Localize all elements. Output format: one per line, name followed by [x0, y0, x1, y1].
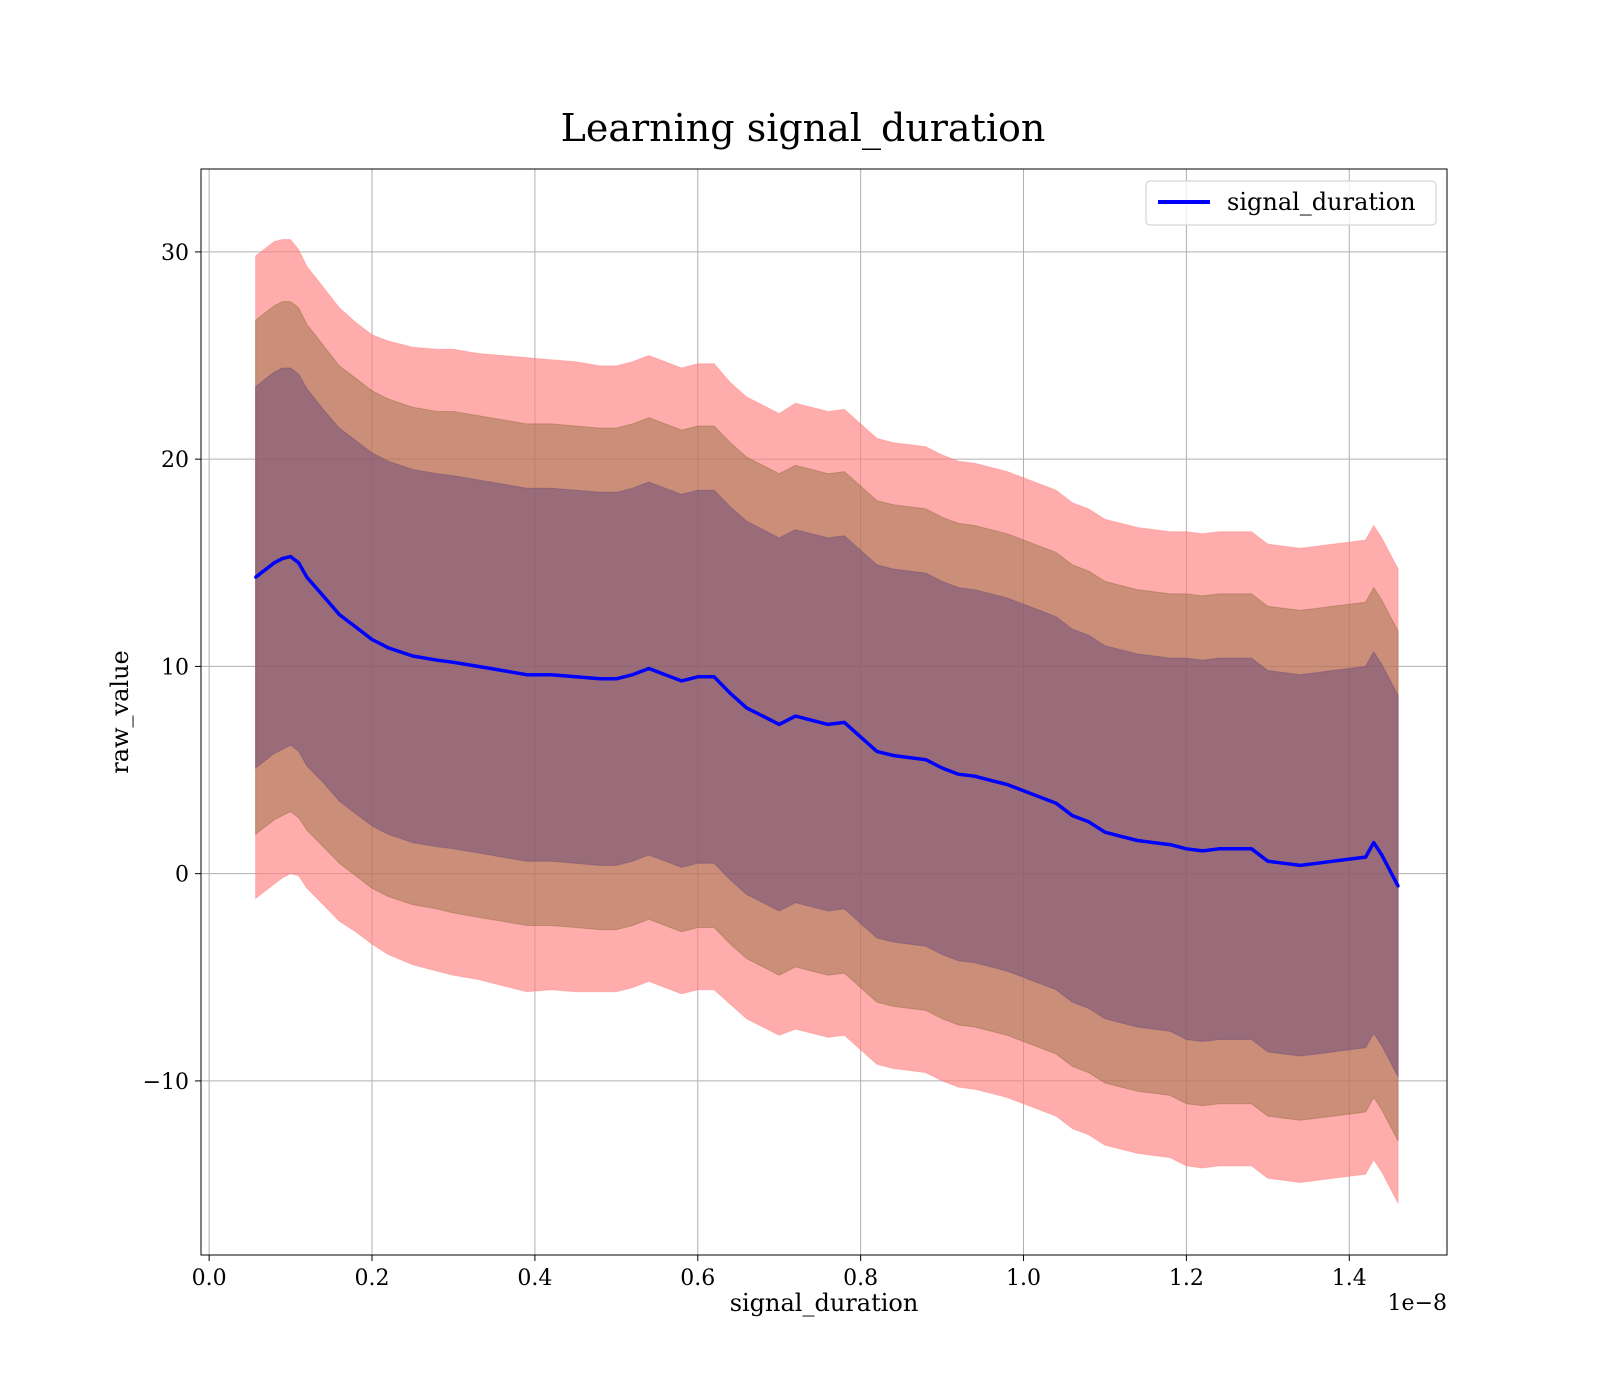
- data-point-60: [1250, 847, 1254, 851]
- data-point-32: [793, 714, 797, 718]
- data-point-51: [1103, 830, 1107, 834]
- data-point-36: [859, 735, 863, 739]
- data-point-4: [289, 555, 293, 559]
- data-point-14: [451, 660, 455, 664]
- data-point-37: [875, 749, 879, 753]
- data-point-5: [297, 561, 301, 565]
- data-point-21: [614, 677, 618, 681]
- data-point-63: [1298, 863, 1302, 867]
- data-point-68: [1372, 841, 1376, 845]
- x-tick-label-3: 0.6: [680, 1266, 715, 1291]
- data-point-39: [908, 756, 912, 760]
- data-point-53: [1136, 838, 1140, 842]
- data-point-27: [712, 675, 716, 679]
- data-point-22: [631, 673, 635, 677]
- data-point-69: [1380, 853, 1384, 857]
- y-tick-label-0: −10: [143, 1070, 189, 1095]
- data-point-50: [1087, 820, 1091, 824]
- y-tick-label-3: 20: [161, 448, 189, 473]
- data-point-13: [435, 658, 439, 662]
- data-point-24: [663, 673, 667, 677]
- data-point-20: [598, 677, 602, 681]
- data-point-49: [1070, 814, 1074, 818]
- data-point-10: [370, 637, 374, 641]
- y-axis-label: raw_value: [106, 650, 134, 774]
- data-point-0: [254, 575, 258, 579]
- data-point-45: [1005, 783, 1009, 787]
- data-point-17: [525, 673, 529, 677]
- data-point-47: [1038, 795, 1042, 799]
- data-point-28: [728, 691, 732, 695]
- y-tick-label-1: 0: [175, 863, 189, 888]
- data-point-15: [476, 664, 480, 668]
- data-point-38: [891, 754, 895, 758]
- data-point-7: [321, 594, 325, 598]
- data-point-56: [1184, 847, 1188, 851]
- chart-title: Learning signal_duration: [561, 106, 1046, 151]
- data-point-59: [1233, 847, 1237, 851]
- data-point-66: [1347, 857, 1351, 861]
- data-point-44: [989, 778, 993, 782]
- legend-box: [1145, 180, 1437, 226]
- data-point-8: [337, 613, 341, 617]
- data-point-16: [500, 669, 504, 673]
- data-point-33: [810, 718, 814, 722]
- data-point-70: [1396, 884, 1400, 888]
- data-point-67: [1364, 855, 1368, 859]
- data-point-19: [574, 675, 578, 679]
- data-point-41: [940, 766, 944, 770]
- data-point-25: [679, 679, 683, 683]
- line-layer: [254, 554, 1400, 888]
- x-axis-ticks: 0.0 0.2 0.4 0.6 0.8 1.0 1.2 1.4: [192, 1255, 1367, 1291]
- data-point-65: [1331, 859, 1335, 863]
- y-axis-ticks: −10 0 10 20 30: [143, 241, 201, 1095]
- x-axis-label: signal_duration: [730, 1289, 919, 1317]
- data-point-12: [411, 654, 415, 658]
- x-tick-label-7: 1.4: [1332, 1266, 1367, 1291]
- data-point-40: [924, 758, 928, 762]
- data-point-3: [280, 557, 284, 561]
- data-point-29: [745, 706, 749, 710]
- y-tick-label-4: 30: [161, 241, 189, 266]
- data-point-54: [1152, 841, 1156, 845]
- data-point-55: [1168, 843, 1172, 847]
- data-point-34: [826, 722, 830, 726]
- data-point-62: [1282, 861, 1286, 865]
- x-axis-offset-text: 1e−8: [1388, 1291, 1447, 1316]
- data-point-64: [1315, 861, 1319, 865]
- data-point-43: [973, 774, 977, 778]
- data-point-61: [1266, 859, 1270, 863]
- data-point-48: [1054, 801, 1058, 805]
- data-point-1: [264, 567, 268, 571]
- x-tick-label-4: 0.8: [843, 1266, 878, 1291]
- data-point-57: [1201, 849, 1205, 853]
- data-point-35: [842, 720, 846, 724]
- data-point-9: [354, 625, 358, 629]
- plot-frame: [200, 168, 1448, 1256]
- x-tick-label-2: 0.4: [517, 1266, 552, 1291]
- x-tick-label-6: 1.2: [1169, 1266, 1204, 1291]
- data-point-18: [549, 673, 553, 677]
- data-point-58: [1217, 847, 1221, 851]
- legend: signal_duration: [1145, 180, 1437, 226]
- data-point-26: [696, 675, 700, 679]
- legend-label: signal_duration: [1227, 188, 1416, 216]
- data-point-2: [272, 561, 276, 565]
- data-point-6: [305, 575, 309, 579]
- data-point-52: [1119, 834, 1123, 838]
- x-tick-label-1: 0.2: [355, 1266, 390, 1291]
- x-tick-label-0: 0.0: [192, 1266, 227, 1291]
- data-point-42: [956, 772, 960, 776]
- data-point-23: [647, 666, 651, 670]
- data-point-30: [761, 714, 765, 718]
- x-tick-label-5: 1.0: [1006, 1266, 1041, 1291]
- y-tick-label-2: 10: [161, 655, 189, 680]
- data-point-11: [386, 646, 390, 650]
- data-point-31: [777, 722, 781, 726]
- data-point-46: [1022, 789, 1026, 793]
